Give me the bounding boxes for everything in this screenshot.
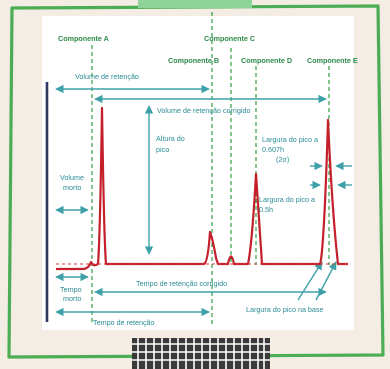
dead-time-label-2: morto [63,294,81,303]
width-0607-label-2: 0.607h [262,145,284,154]
corrected-retention-time-label: Tempo de retenção corrigido [136,279,227,288]
dead-volume-label-1: Volume [60,173,84,182]
chromatogram-trace [56,106,348,271]
component-e-label: Componente E [307,56,358,65]
dead-time-label-1: Tempo [60,285,82,294]
width-05-label-2: 0.5h [259,205,273,214]
base-width-label: Largura do pico na base [246,305,324,314]
dead-volume-label-2: morto [63,183,81,192]
top-tab [138,0,252,8]
green-frame [7,4,385,359]
retention-volume-label: Volume de retenção [75,72,139,81]
diagram-panel [42,16,354,330]
width-0607-label-1: Largura do pico a [262,135,318,144]
component-d-label: Componente D [241,56,292,65]
component-c-label: Componente C [204,34,255,43]
peak-height-label-1: Altura do [156,134,185,143]
width-05-label-1: Largura do pico a [259,195,315,204]
component-a-label: Componente A [58,34,109,43]
retention-time-label: Tempo de retenção [93,318,155,327]
component-b-label: Componente B [168,56,219,65]
peak-height-label-2: pico [156,145,169,154]
tape-decoration [132,338,270,369]
width-0607-label-3: (2σ) [276,155,289,164]
corrected-retention-volume-label: Volume de retenção corrigido [157,106,251,115]
